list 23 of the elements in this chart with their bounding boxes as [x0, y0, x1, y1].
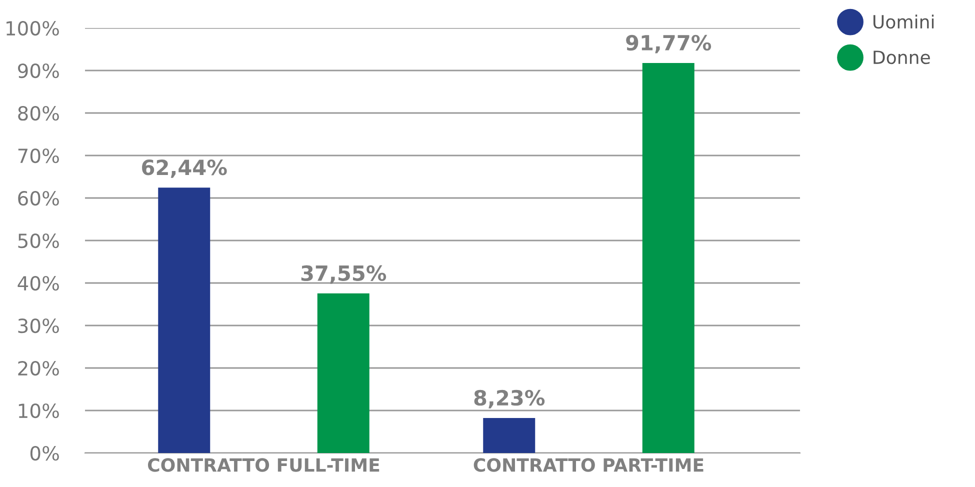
y-tick-label: 90%	[18, 63, 59, 78]
x-tick-label: CONTRATTO PART-TIME	[474, 458, 704, 472]
legend-label: Uomini	[874, 14, 934, 29]
bar	[317, 293, 370, 453]
y-tick-label: 30%	[18, 318, 59, 334]
bar	[642, 62, 694, 453]
data-label: 37,55%	[301, 265, 386, 284]
data-label: 62,44%	[142, 160, 227, 178]
data-label: 8,23%	[474, 390, 545, 408]
bar	[158, 188, 210, 453]
y-tick-label: 20%	[18, 360, 59, 376]
data-label: 91,77%	[626, 34, 712, 54]
bar	[483, 418, 536, 453]
y-tick-label: 10%	[18, 403, 59, 418]
x-tick-label: CONTRATTO FULL-TIME	[148, 458, 380, 472]
y-tick-label: 80%	[18, 106, 59, 121]
y-tick-label: 60%	[18, 190, 59, 206]
y-tick-label: 50%	[18, 233, 59, 248]
legend-label: Donne	[874, 50, 930, 64]
y-tick-label: 100%	[6, 20, 59, 36]
y-tick-label: 40%	[18, 276, 59, 291]
y-tick-label: 70%	[18, 148, 59, 164]
y-tick-label: 0%	[30, 446, 59, 461]
